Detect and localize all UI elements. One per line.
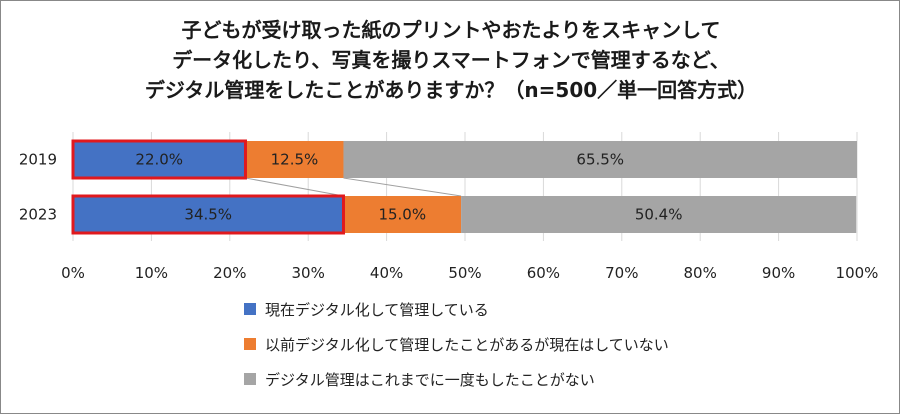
data-label-2019-series-1: 12.5% [271,151,319,169]
data-label-2023-series-1: 15.0% [378,206,426,224]
x-tick-label-9: 90% [762,264,795,282]
chart-title: 子どもが受け取った紙のプリントやおたよりをスキャンして データ化したり、写真を撮… [1,15,900,105]
series-line-1 [343,177,462,197]
series-line-0 [245,177,344,197]
data-label-2019-series-0: 22.0% [135,151,183,169]
x-tick-label-6: 60% [527,264,560,282]
bar-2023-series-2 [461,196,857,233]
chart-title-line-1: 子どもが受け取った紙のプリントやおたよりをスキャンして [181,18,721,42]
x-tick-label-5: 50% [448,264,481,282]
legend-item-current: 現在デジタル化して管理している [244,299,669,319]
x-tick-label-0: 0% [61,264,85,282]
x-tick-label-10: 100% [836,264,879,282]
legend-swatch-never [244,373,256,385]
legend-item-previous: 以前デジタル化して管理したことがあるが現在はしていない [244,334,669,354]
x-tick-label-4: 40% [370,264,403,282]
highlight-frame-2019 [71,139,247,180]
legend-item-never: デジタル管理はこれまでに一度もしたことがない [244,369,669,389]
x-tick-label-3: 30% [292,264,325,282]
x-tick-label-7: 70% [605,264,638,282]
legend-swatch-current [244,303,256,315]
bar-2019-series-2 [343,141,858,178]
legend-label-previous: 以前デジタル化して管理したことがあるが現在はしていない [265,335,669,354]
bar-2019-series-1 [245,141,344,178]
x-tick-label-1: 10% [135,264,168,282]
legend-swatch-previous [244,338,256,350]
data-label-2023-series-0: 34.5% [184,206,232,224]
chart-title-line-2: データ化したり、写真を撮りスマートフォンで管理するなど、 [172,48,730,72]
bar-2019-series-0 [73,141,246,178]
bar-2023-series-0 [73,196,344,233]
data-label-2019-series-2: 65.5% [576,151,624,169]
x-tick-label-2: 20% [213,264,246,282]
data-label-2023-series-2: 50.4% [635,206,683,224]
category-label-2019: 2019 [19,151,57,169]
x-tick-label-8: 80% [684,264,717,282]
legend-label-current: 現在デジタル化して管理している [265,300,489,319]
highlight-frame-2023 [71,194,345,235]
legend: 現在デジタル化して管理している 以前デジタル化して管理したことがあるが現在はして… [244,299,669,404]
legend-label-never: デジタル管理はこれまでに一度もしたことがない [265,370,595,389]
category-label-2023: 2023 [19,206,57,224]
bar-2023-series-1 [343,196,462,233]
chart-title-line-3: デジタル管理をしたことがありますか？（n=500／単一回答方式） [144,78,758,102]
